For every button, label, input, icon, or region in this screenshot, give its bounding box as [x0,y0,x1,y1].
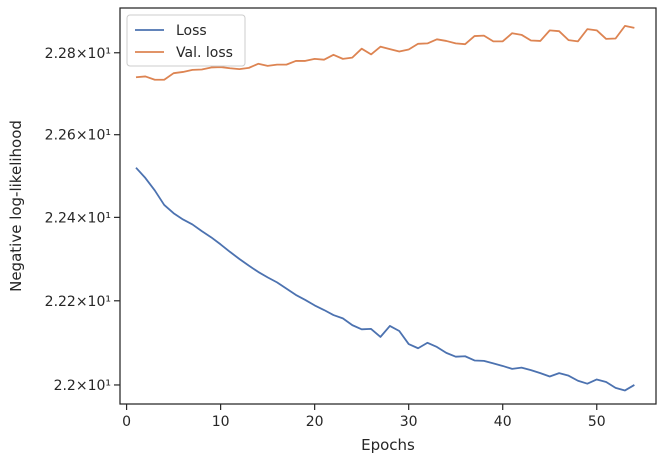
x-tick-label: 50 [588,414,606,430]
x-axis: 0 10 20 30 40 50 [122,404,606,430]
y-tick-label: 2.22×10¹ [45,294,111,310]
series-layer [135,24,635,392]
plot-background [120,8,656,404]
y-tick-label: 2.26×10¹ [45,128,111,144]
legend-box [126,14,246,67]
y-tick-label: 2.28×10¹ [45,46,111,62]
y-axis: 2.2×10¹ 2.22×10¹ 2.24×10¹ 2.26×10¹ 2.28×10¹ [45,46,120,394]
plot-frame [119,7,657,405]
legend-label-val-loss: Val. loss [176,45,233,61]
series-line-loss [135,167,635,392]
y-tick-label: 2.2×10¹ [54,378,111,394]
x-tick-label: 20 [306,414,324,430]
legend-label-loss: Loss [176,23,207,39]
x-tick-label: 40 [494,414,512,430]
x-tick-label: 30 [400,414,418,430]
y-tick-label: 2.24×10¹ [45,210,111,226]
x-tick-label: 0 [122,414,131,430]
x-tick-label: 10 [212,414,230,430]
series-line-val-loss [135,24,635,81]
y-axis-label: Negative log-likelihood [7,120,25,292]
legend: Loss Val. loss [126,14,246,67]
x-axis-label: Epochs [361,436,415,454]
